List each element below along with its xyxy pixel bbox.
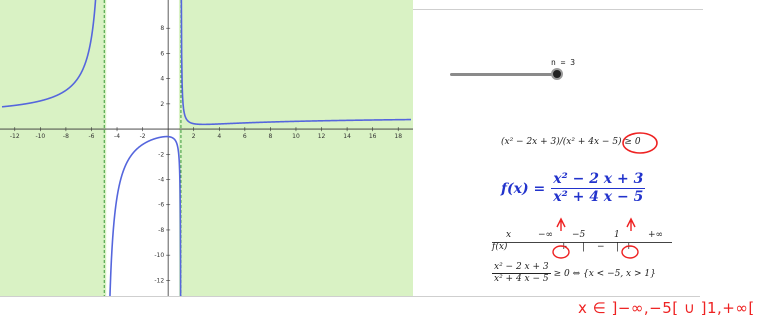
x-tick-label: -2	[140, 133, 146, 140]
n-slider-handle[interactable]	[551, 68, 563, 80]
y-tick-label: -8	[158, 227, 164, 234]
sign-plus-right: +	[625, 242, 633, 252]
x-tick-label: -8	[63, 133, 69, 140]
sign-table-one: 1	[614, 230, 620, 240]
x-tick-label: 12	[318, 133, 326, 140]
function-fraction: x² − 2 x + 3 x² + 4 x − 5	[551, 171, 646, 206]
result-text: ≥ 0 ⇔ {x < −5, x > 1}	[553, 268, 656, 279]
function-numerator: x² − 2 x + 3	[551, 171, 646, 189]
function-graph[interactable]: -12 -10 -8 -6 -4 -2 2 4 6 8 10 12 14 16 18 -12 -10 -8 -6 -4…	[0, 0, 413, 296]
y-tick-label: 4	[160, 76, 164, 83]
result-numerator: x² − 2 x + 3	[492, 262, 551, 274]
sign-table-x: x	[506, 230, 512, 240]
sign-bar-right: |	[616, 242, 620, 252]
algebra-panel	[413, 0, 768, 296]
sign-bar-left: |	[582, 242, 586, 252]
sign-table-row-label: f(x)	[492, 242, 508, 252]
function-denominator: x² + 4 x − 5	[553, 189, 644, 205]
y-tick-label: -12	[154, 277, 164, 284]
y-tick-label: -2	[158, 151, 164, 158]
curve-branch-0	[1, 0, 97, 108]
function-name: f(x) =	[501, 180, 546, 197]
n-slider-track[interactable]	[450, 73, 558, 76]
x-tick-label: 16	[369, 133, 377, 140]
result-line: x² − 2 x + 3 x² + 4 x − 5 ≥ 0 ⇔ {x < −5,…	[492, 262, 656, 285]
x-tick-label: 4	[217, 133, 221, 140]
y-tick-label: 6	[160, 50, 164, 57]
x-tick-label: 8	[268, 133, 272, 140]
x-tick-label: -12	[10, 133, 20, 140]
curve-branch-1	[109, 135, 182, 296]
curve-branch-2	[180, 0, 412, 126]
x-tick-label: -4	[114, 133, 120, 140]
inequality-text: (x² − 2x + 3)/(x² + 4x − 5) ≥ 0	[501, 137, 641, 147]
y-tick-label: -4	[158, 177, 164, 184]
sign-minus: −	[597, 242, 605, 252]
function-definition: f(x) = x² − 2 x + 3 x² + 4 x − 5	[501, 171, 646, 206]
slider-label: n = 3	[551, 58, 576, 67]
result-denominator: x² + 4 x − 5	[494, 274, 549, 284]
x-tick-label: 14	[343, 133, 351, 140]
y-tick-label: -10	[154, 252, 164, 259]
x-tick-label: 2	[192, 133, 196, 140]
x-tick-label: -6	[88, 133, 94, 140]
y-tick-label: 2	[160, 101, 164, 108]
result-fraction: x² − 2 x + 3 x² + 4 x − 5	[492, 262, 551, 285]
handwritten-solution: x ∈ ]−∞,−5[ ∪ ]1,+∞[	[578, 299, 755, 317]
y-tick-label: -6	[158, 202, 164, 209]
sign-table-pos-inf: +∞	[648, 230, 664, 240]
sign-plus-left: +	[560, 242, 568, 252]
sign-table-rule	[492, 242, 672, 243]
bottom-divider	[0, 296, 700, 297]
x-tick-label: 18	[394, 133, 402, 140]
y-tick-label: 8	[160, 25, 164, 32]
sign-table-minus5: −5	[572, 230, 586, 240]
sign-table-neg-inf: −∞	[538, 230, 554, 240]
x-tick-label: -10	[35, 133, 45, 140]
x-tick-label: 6	[243, 133, 247, 140]
x-tick-label: 10	[292, 133, 300, 140]
top-divider	[413, 9, 703, 10]
shaded-region-1	[178, 0, 413, 296]
